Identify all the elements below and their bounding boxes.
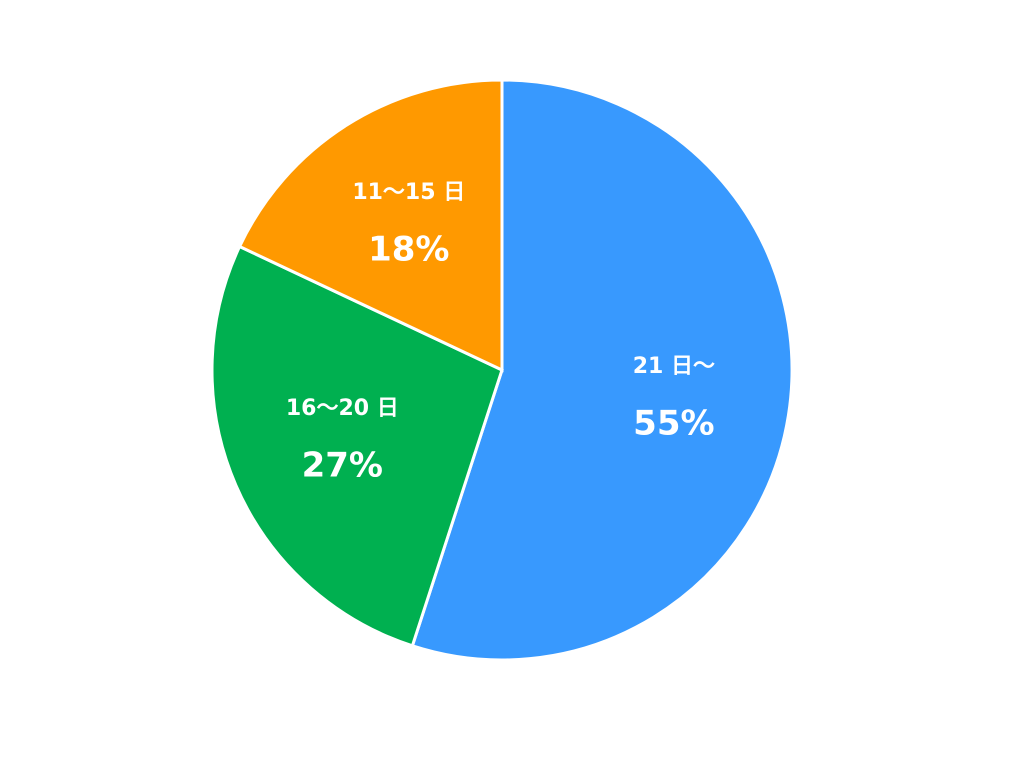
slice-label: 21 日～ bbox=[633, 354, 715, 379]
value-label: 55% bbox=[633, 404, 714, 444]
slice-label: 16～20 日 bbox=[286, 396, 399, 421]
pie-slice bbox=[237, 78, 504, 373]
slice-label: 11～15 日 bbox=[352, 180, 465, 205]
value-label: 27% bbox=[302, 446, 383, 486]
value-label: 18% bbox=[368, 230, 449, 270]
pie-slice bbox=[410, 78, 794, 662]
pie-slice bbox=[210, 244, 504, 648]
